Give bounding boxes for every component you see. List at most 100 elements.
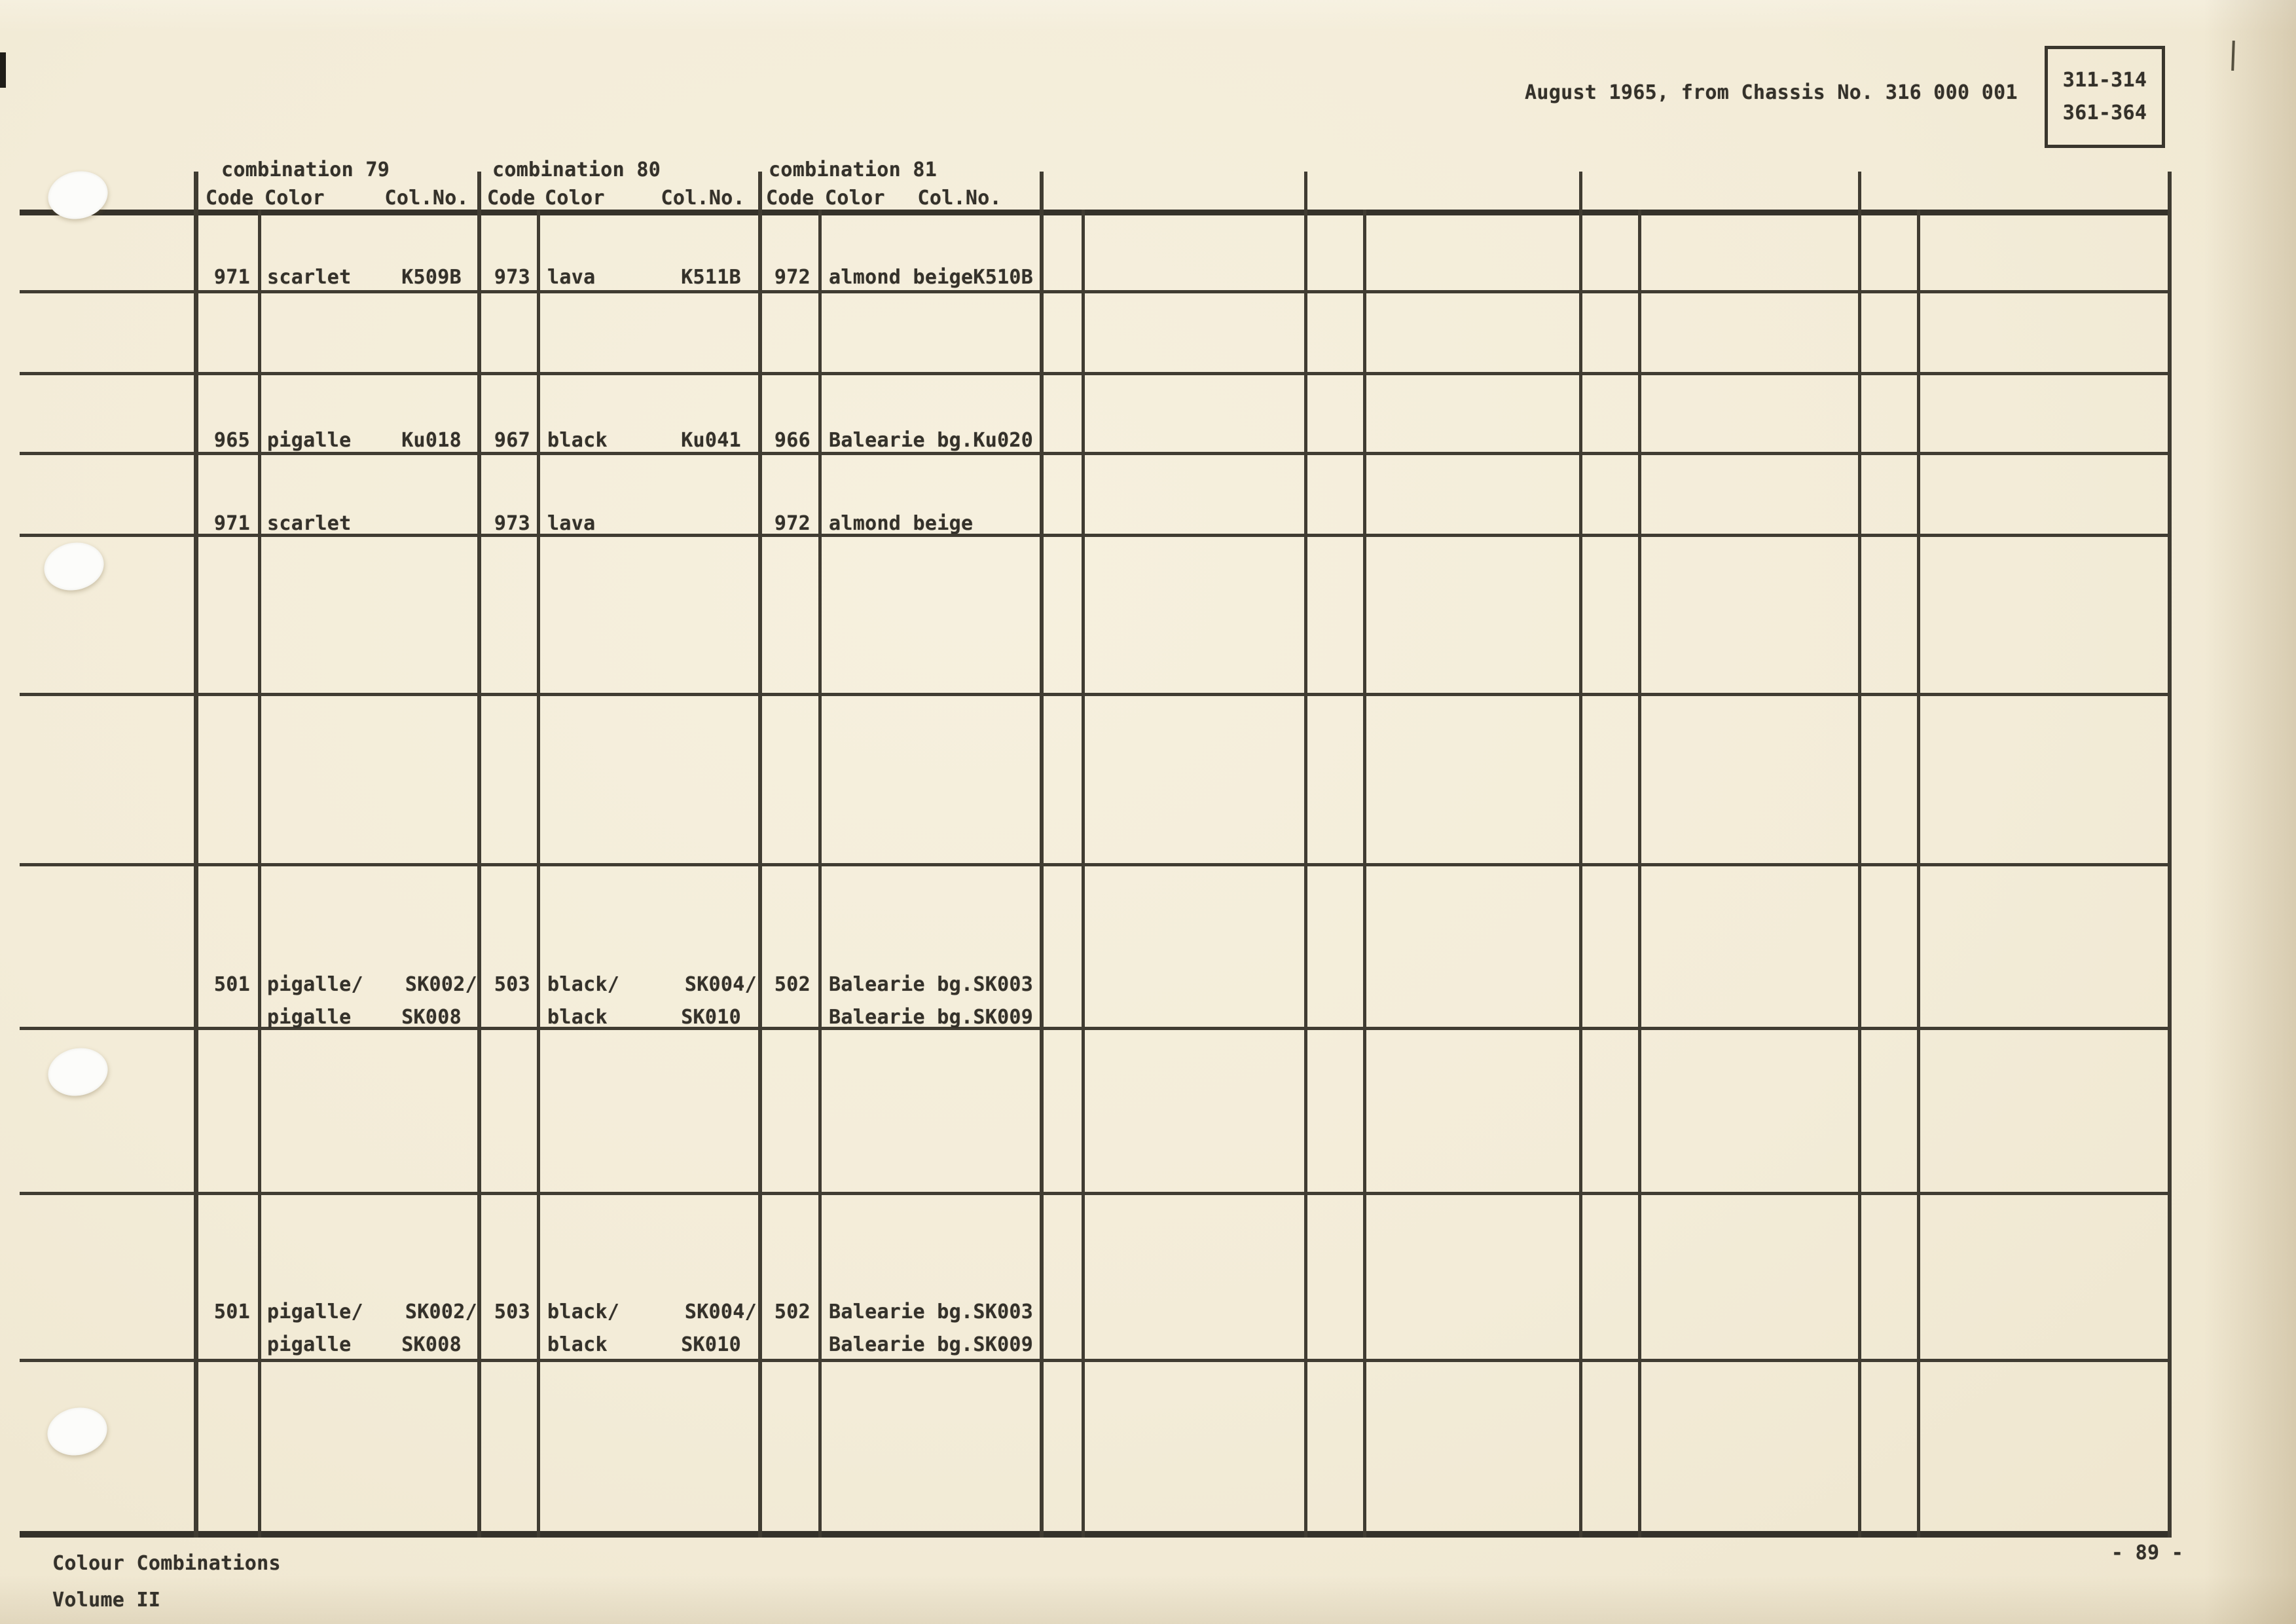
table-cell: pigalle/SK002/ — [267, 1299, 477, 1325]
code-value: 971 — [213, 266, 250, 289]
code-value: 972 — [774, 512, 811, 535]
punch-hole — [43, 166, 113, 225]
pen-mark — [2231, 40, 2235, 71]
col-no: SK009 — [973, 1006, 1034, 1029]
color-name: scarlet — [267, 512, 352, 535]
code-value: 972 — [774, 266, 811, 289]
grid-hline — [20, 452, 2172, 455]
color-name: Balearie bg. — [829, 1301, 974, 1323]
footer-title: Colour Combinations — [52, 1552, 281, 1575]
color-name: pigalle — [267, 1333, 352, 1356]
group-label-81: combination 81 — [769, 158, 938, 181]
code-value: 965 — [213, 429, 250, 452]
punch-hole — [43, 1043, 113, 1101]
col-no: Ku018 — [401, 429, 462, 452]
grid-vline — [1579, 172, 1582, 1538]
color-name: almond beige — [829, 266, 974, 289]
table-cell: pigalle/SK002/ — [267, 972, 477, 998]
table-cell: scarlet — [267, 511, 462, 537]
color-name: black — [547, 1333, 608, 1356]
scan-edge-artifact — [0, 52, 6, 88]
col-no: SK010 — [681, 1006, 741, 1029]
code-value: 973 — [494, 512, 530, 535]
header-colno-81: Col.No. — [917, 187, 1002, 210]
grid-vline — [258, 210, 261, 1538]
grid-vline — [477, 172, 481, 1538]
grid-vline — [194, 172, 198, 1538]
color-name: lava — [547, 266, 596, 289]
grid-vline — [2168, 172, 2172, 1538]
grid-hline — [20, 290, 2172, 293]
code-value: 503 — [494, 1301, 530, 1323]
table-cell: black/SK004/ — [547, 1299, 757, 1325]
color-name: black/ — [547, 1301, 620, 1323]
color-name: Balearie bg. — [829, 1333, 974, 1356]
col-no: Ku020 — [973, 429, 1034, 452]
grid-hline — [20, 863, 2172, 866]
col-no: K511B — [681, 266, 741, 289]
col-no: SK004/ — [684, 973, 757, 996]
header-color-79: Color — [264, 187, 325, 210]
header-colno-79: Col.No. — [384, 187, 469, 210]
color-name: black/ — [547, 973, 620, 996]
header-code-80: Code — [487, 187, 536, 210]
code-value: 502 — [774, 1301, 811, 1323]
color-name: black — [547, 429, 608, 452]
col-no: SK008 — [401, 1006, 462, 1029]
grid-hline — [20, 1027, 2172, 1030]
header-color-80: Color — [545, 187, 605, 210]
table-cell: black SK010 — [547, 1332, 741, 1358]
table-cell: Balearie bg. SK003 — [829, 1299, 1033, 1325]
color-name: lava — [547, 512, 596, 535]
page-number: - 89 - — [2111, 1541, 2184, 1564]
group-label-79: combination 79 — [221, 158, 390, 181]
table-cell: Balearie bg. Ku020 — [829, 428, 1033, 454]
code-value: 967 — [494, 429, 530, 452]
punch-hole — [43, 1402, 112, 1461]
color-name: scarlet — [267, 266, 352, 289]
color-name: pigalle/ — [267, 1301, 363, 1323]
model-range-line1: 311-314 — [2062, 69, 2147, 92]
group-label-80: combination 80 — [492, 158, 661, 181]
grid-vline — [1858, 172, 1861, 1538]
color-name: pigalle/ — [267, 973, 363, 996]
grid-hline — [20, 372, 2172, 375]
table-cell: Balearie bg. SK009 — [829, 1332, 1033, 1358]
grid-vline — [1363, 210, 1366, 1538]
code-value: 501 — [213, 973, 250, 996]
color-name: pigalle — [267, 429, 352, 452]
grid-vline — [818, 210, 822, 1538]
grid-vline — [1917, 210, 1920, 1538]
code-value: 973 — [494, 266, 530, 289]
table-cell: pigalle Ku018 — [267, 428, 462, 454]
color-name: Balearie bg. — [829, 973, 974, 996]
punch-hole — [39, 537, 109, 596]
code-value: 502 — [774, 973, 811, 996]
table-cell: almond beige K510B — [829, 265, 1033, 291]
grid-vline — [1082, 210, 1085, 1538]
code-value: 503 — [494, 973, 530, 996]
grid-hline — [20, 1359, 2172, 1362]
col-no: K510B — [973, 266, 1034, 289]
table-cell: black/SK004/ — [547, 972, 757, 998]
col-no: SK002/ — [405, 1301, 477, 1323]
grid-vline — [1040, 172, 1044, 1538]
header-code-79: Code — [206, 187, 254, 210]
grid-vline — [758, 172, 762, 1538]
color-name: pigalle — [267, 1006, 352, 1029]
table-cell: black SK010 — [547, 1005, 741, 1031]
table-cell: lava — [547, 511, 741, 537]
model-range-line2: 361-364 — [2062, 101, 2147, 124]
col-no: SK010 — [681, 1333, 741, 1356]
grid-hline — [20, 693, 2172, 696]
table-cell: scarlet K509B — [267, 265, 462, 291]
header-code-81: Code — [766, 187, 814, 210]
col-no: Ku041 — [681, 429, 741, 452]
header-color-81: Color — [825, 187, 885, 210]
grid-hline — [20, 1531, 2172, 1538]
table-cell: almond beige — [829, 511, 1033, 537]
grid-vline — [1638, 210, 1641, 1538]
col-no: SK008 — [401, 1333, 462, 1356]
grid-hline — [20, 534, 2172, 537]
